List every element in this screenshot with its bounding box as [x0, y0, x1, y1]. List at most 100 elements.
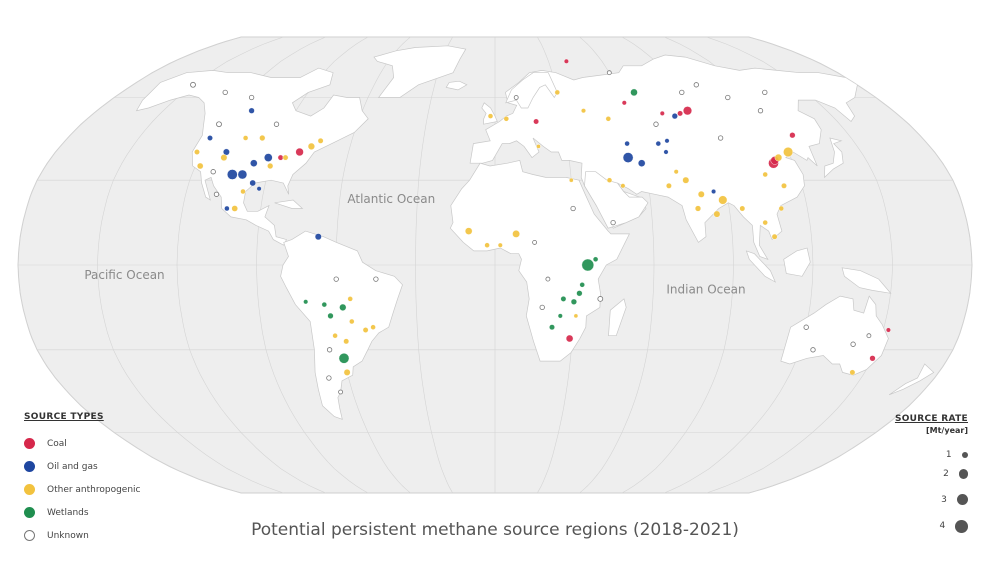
source-marker-other [343, 338, 350, 345]
source-marker-wetlands [592, 256, 599, 262]
source-marker-coal [533, 118, 539, 125]
source-marker-oil-gas [671, 113, 678, 120]
legend-item-unknown: Unknown [24, 524, 224, 547]
landmass-scandinavia-detail [505, 72, 558, 109]
source-marker-oil-gas [314, 233, 322, 241]
source-marker-wetlands [581, 258, 594, 272]
source-marker-unknown [213, 191, 220, 197]
other-dot-icon [24, 484, 35, 495]
source-marker-unknown [757, 108, 764, 114]
source-marker-wetlands [338, 353, 350, 364]
source-marker-other [347, 296, 353, 302]
source-marker-oil-gas [237, 169, 248, 180]
land-masses [135, 45, 935, 420]
unknown-dot-icon [24, 530, 35, 541]
source-marker-coal [563, 58, 569, 64]
source-marker-unknown [653, 121, 659, 127]
legend-label: Unknown [47, 530, 89, 541]
source-marker-unknown [717, 135, 724, 141]
source-marker-unknown [338, 389, 344, 395]
source-marker-coal [677, 110, 683, 117]
source-types-legend: SOURCE TYPES Coal Oil and gas Other anth… [24, 412, 224, 547]
rate-row-3: 3 [941, 494, 968, 506]
source-marker-other [231, 205, 238, 212]
source-marker-wetlands [303, 299, 309, 305]
source-marker-other [718, 195, 728, 205]
source-marker-other [362, 327, 369, 333]
source-marker-coal [789, 132, 796, 139]
source-marker-other [694, 205, 702, 212]
source-marker-coal [621, 100, 627, 106]
source-marker-other [666, 182, 672, 189]
source-marker-other [739, 205, 746, 212]
source-marker-unknown [597, 296, 604, 302]
source-marker-other [762, 219, 768, 226]
source-marker-other [317, 137, 324, 144]
source-marker-wetlands [576, 290, 583, 297]
source-marker-unknown [606, 70, 612, 76]
source-marker-other [778, 205, 784, 212]
rate-dot-icon [961, 451, 968, 459]
source-marker-unknown [866, 333, 872, 339]
source-marker-unknown [850, 341, 856, 347]
landmass-south-america [280, 230, 403, 420]
rate-unit: [Mt/year] [925, 426, 968, 435]
source-marker-other [605, 116, 611, 122]
legend-item-other-anthropogenic: Other anthropogenic [24, 478, 224, 501]
source-marker-coal [885, 327, 891, 333]
landmass-arabia-detail [584, 171, 649, 229]
source-marker-unknown [210, 169, 216, 175]
oil-gas-dot-icon [24, 461, 35, 472]
rate-dot-icon [956, 494, 968, 506]
source-marker-other [332, 333, 338, 339]
rate-value: 4 [939, 521, 946, 532]
source-marker-unknown [333, 276, 339, 282]
source-marker-oil-gas [655, 140, 661, 147]
landmass-madagascar [608, 298, 627, 337]
source-marker-oil-gas [663, 149, 669, 155]
landmass-africa [449, 159, 630, 362]
source-marker-other [573, 313, 579, 319]
source-marker-oil-gas [264, 153, 273, 162]
landmass-cuba [274, 199, 304, 209]
source-marker-unknown [810, 347, 816, 353]
rate-value: 3 [941, 494, 947, 505]
source-marker-unknown [679, 89, 685, 96]
source-marker-coal [295, 147, 304, 157]
source-marker-unknown [326, 347, 333, 353]
source-marker-unknown [762, 89, 768, 96]
landmass-greenland [373, 45, 467, 98]
legend-item-coal: Coal [24, 432, 224, 455]
source-marker-unknown [570, 205, 576, 212]
source-marker-other [267, 162, 274, 170]
source-marker-other [673, 169, 679, 175]
source-marker-oil-gas [250, 159, 258, 167]
source-marker-wetlands [560, 296, 567, 302]
source-marker-other [259, 134, 266, 142]
source-marker-other [554, 89, 560, 96]
source-marker-wetlands [549, 324, 555, 331]
source-marker-wetlands [630, 88, 638, 97]
source-marker-coal [277, 154, 284, 161]
rate-title: SOURCE RATE [894, 414, 968, 424]
wetlands-dot-icon [24, 507, 35, 518]
legend-title: SOURCE TYPES [24, 412, 104, 422]
source-marker-oil-gas [224, 205, 230, 212]
rate-value: 1 [945, 450, 952, 460]
source-marker-unknown [216, 121, 222, 128]
rate-row-1: 1 [946, 450, 968, 460]
source-marker-other [497, 242, 503, 248]
source-marker-oil-gas [622, 152, 634, 163]
source-marker-other [484, 242, 490, 248]
rate-dot-icon [958, 469, 968, 479]
source-marker-other [569, 177, 574, 183]
source-marker-other [620, 183, 626, 189]
source-marker-wetlands [321, 301, 327, 308]
source-marker-oil-gas [222, 148, 230, 156]
source-marker-coal [869, 355, 876, 362]
ocean-label: Atlantic Ocean [347, 192, 435, 206]
source-marker-other [512, 230, 520, 238]
ocean-label: Pacific Ocean [84, 268, 164, 282]
source-marker-other [196, 162, 204, 170]
source-marker-unknown [539, 304, 545, 311]
